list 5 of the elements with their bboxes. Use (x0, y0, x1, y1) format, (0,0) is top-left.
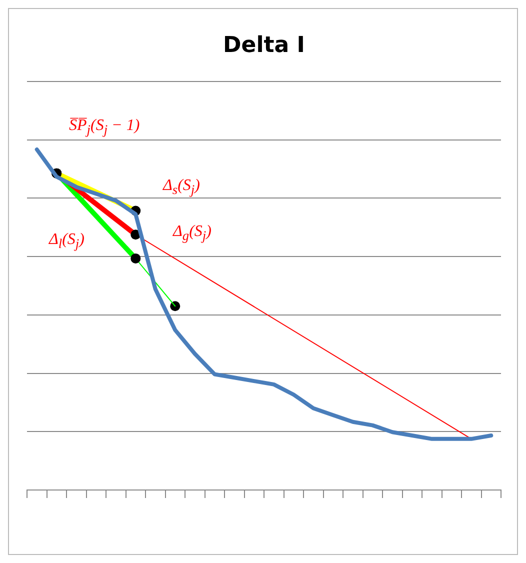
chart-title: Delta I (223, 32, 305, 58)
annotation: Δ$_{l}$(S$_{j}$) (49, 231, 84, 252)
annotation: Δ$_{g}$(S$_{j}$) (173, 223, 212, 244)
text: S̅P̅$_{j}$(S$_{j}$ − 1) (69, 117, 140, 138)
annotation: Δ$_{s}$(S$_{j}$) (163, 177, 200, 198)
